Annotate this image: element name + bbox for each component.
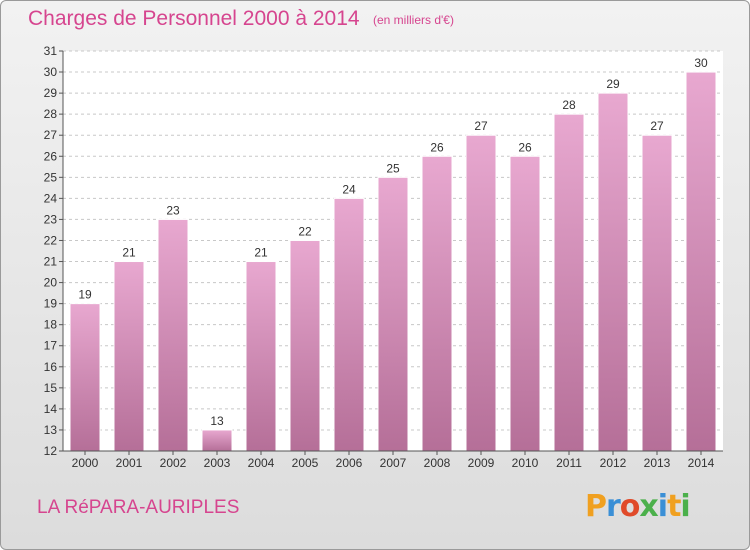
y-tick-label: 19 [44,297,58,311]
bar-2001[interactable] [113,261,145,452]
y-tick-label: 23 [44,212,58,226]
y-tick-label: 30 [44,65,58,79]
x-tick-label-2004: 2004 [248,456,275,470]
chart-title: Charges de Personnel 2000 à 2014 [28,7,360,30]
logo-letter: o [619,489,641,524]
x-tick-label-2006: 2006 [336,456,363,470]
bar-2007[interactable] [377,176,409,452]
bar-2006[interactable] [333,197,365,452]
y-tick-label: 13 [44,423,58,437]
y-tick-label: 16 [44,360,58,374]
x-tick-label-2000: 2000 [72,456,99,470]
x-tick-label-2014: 2014 [688,456,715,470]
value-label-2011: 28 [562,98,576,112]
bar-2011[interactable] [553,113,585,452]
value-label-2004: 21 [254,246,268,260]
logo-letter: x [639,489,658,524]
x-tick-label-2007: 2007 [380,456,407,470]
x-tick-label-2001: 2001 [116,456,143,470]
value-label-2003: 13 [210,414,224,428]
value-label-2006: 24 [342,182,356,196]
bar-2010[interactable] [509,155,541,452]
logo-letter: P [585,489,607,524]
bar-2013[interactable] [641,134,673,452]
value-label-2013: 27 [650,119,664,133]
bar-2005[interactable] [289,239,321,452]
x-tick-label-2013: 2013 [644,456,671,470]
bar-2009[interactable] [465,134,497,452]
proxiti-logo[interactable]: Proxiti [585,489,691,524]
logo-letter: r [606,489,621,524]
value-label-2008: 26 [430,140,444,154]
bar-2000[interactable] [69,303,101,452]
bar-2004[interactable] [245,261,277,452]
y-tick-label: 17 [44,339,58,353]
value-label-2005: 22 [298,224,312,238]
x-tick-label-2003: 2003 [204,456,231,470]
bar-2014[interactable] [685,71,717,452]
value-label-2000: 19 [78,288,92,302]
y-tick-label: 31 [44,44,58,58]
x-tick-label-2009: 2009 [468,456,495,470]
y-tick-label: 21 [44,255,58,269]
x-tick-label-2008: 2008 [424,456,451,470]
y-tick-label: 12 [44,444,58,458]
y-tick-label: 14 [44,402,58,416]
logo-letter: t [667,489,681,524]
x-tick-label-2011: 2011 [556,456,582,470]
x-tick-label-2005: 2005 [292,456,319,470]
y-tick-label: 26 [44,149,58,163]
value-label-2001: 21 [122,246,136,260]
value-label-2009: 27 [474,119,488,133]
x-tick-label-2002: 2002 [160,456,187,470]
bar-2012[interactable] [597,92,629,452]
value-label-2007: 25 [386,161,400,175]
y-tick-label: 15 [44,381,58,395]
y-tick-label: 18 [44,318,58,332]
y-tick-label: 27 [44,128,58,142]
value-label-2010: 26 [518,140,532,154]
y-tick-label: 20 [44,276,58,290]
x-tick-label-2012: 2012 [600,456,627,470]
y-tick-label: 22 [44,233,58,247]
commune-name: LA RéPARA-AURIPLES [37,497,240,518]
bar-2002[interactable] [157,218,189,452]
chart-unit-label: (en milliers d'€) [373,13,454,27]
logo-letter: i [657,489,668,524]
bar-2003[interactable] [201,429,233,452]
value-label-2002: 23 [166,203,180,217]
y-tick-label: 29 [44,86,58,100]
value-label-2014: 30 [694,56,708,70]
y-tick-label: 24 [44,191,58,205]
value-label-2012: 29 [606,77,620,91]
y-tick-label: 28 [44,107,58,121]
bar-2008[interactable] [421,155,453,452]
logo-letter: i [680,489,690,524]
y-tick-label: 25 [44,170,58,184]
x-tick-label-2010: 2010 [512,456,539,470]
